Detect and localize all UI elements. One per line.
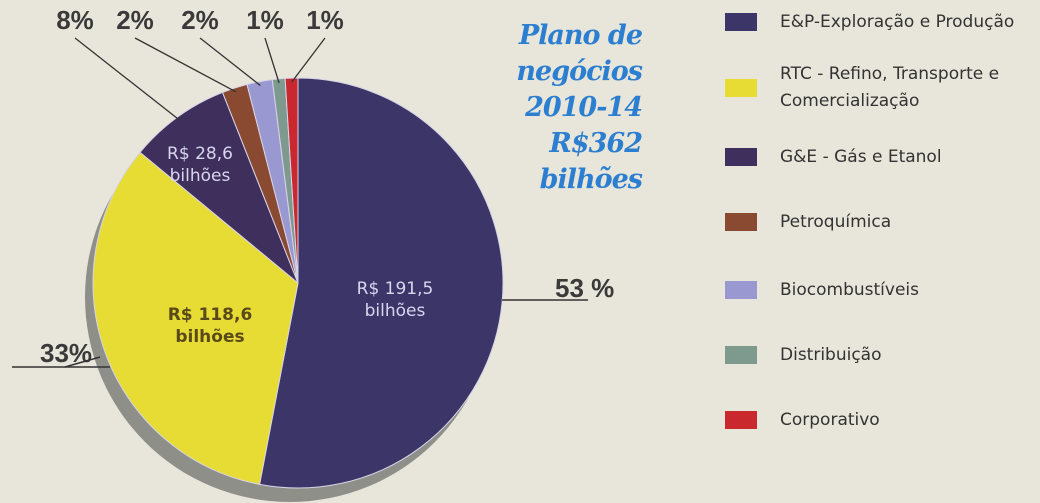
title-line: negócios bbox=[516, 56, 643, 87]
amount-label: R$ 191,5 bilhões bbox=[356, 279, 434, 321]
legend-swatch bbox=[725, 13, 757, 31]
legend-swatch bbox=[725, 411, 757, 429]
amount-label: R$ 28,6 bilhões bbox=[167, 144, 233, 186]
title-line: bilhões bbox=[539, 164, 643, 195]
legend-label: Biocombustíveis bbox=[780, 279, 920, 300]
legend-label: Distribuição bbox=[780, 344, 882, 365]
percent-label: 2% bbox=[181, 5, 219, 35]
pie-slice bbox=[139, 91, 299, 284]
legend-swatch bbox=[725, 79, 757, 97]
pie-slice bbox=[92, 151, 299, 485]
legend-swatch bbox=[725, 346, 757, 364]
legend-swatch bbox=[725, 213, 757, 231]
percent-label: 1% bbox=[306, 5, 344, 35]
title-line: Plano de bbox=[518, 20, 643, 51]
title-line: R$362 bbox=[549, 128, 643, 159]
leader-line bbox=[199, 37, 261, 87]
title-line: 2010-14 bbox=[525, 92, 643, 123]
legend-label: Corporativo bbox=[780, 409, 880, 430]
amount-label: R$ 118,6 bilhões bbox=[167, 305, 253, 347]
legend-swatch bbox=[725, 148, 757, 166]
leader-line bbox=[64, 356, 101, 368]
leader-line bbox=[291, 37, 326, 83]
legend-label: G&E - Gás e Etanol bbox=[780, 146, 942, 167]
percent-label: 33% bbox=[40, 338, 92, 368]
legend-swatch bbox=[725, 281, 757, 299]
legend-label: RTC - Refino, Transporte e Comercializaç… bbox=[780, 64, 1000, 111]
chart-title: Plano de negócios 2010-14 R$362 bilhões bbox=[490, 18, 643, 198]
leader-line bbox=[74, 37, 181, 121]
percent-label: 2% bbox=[116, 5, 154, 35]
percent-label: 1% bbox=[246, 5, 284, 35]
leader-line bbox=[264, 37, 280, 84]
percent-label: 8% bbox=[56, 5, 94, 35]
legend-label: E&P-Exploração e Produção bbox=[780, 11, 1015, 32]
pie-slice bbox=[284, 77, 299, 284]
leader-line bbox=[134, 37, 237, 93]
pie-slice bbox=[259, 77, 504, 489]
legend-label: Petroquímica bbox=[780, 211, 892, 232]
percent-label: 53 % bbox=[555, 273, 614, 303]
